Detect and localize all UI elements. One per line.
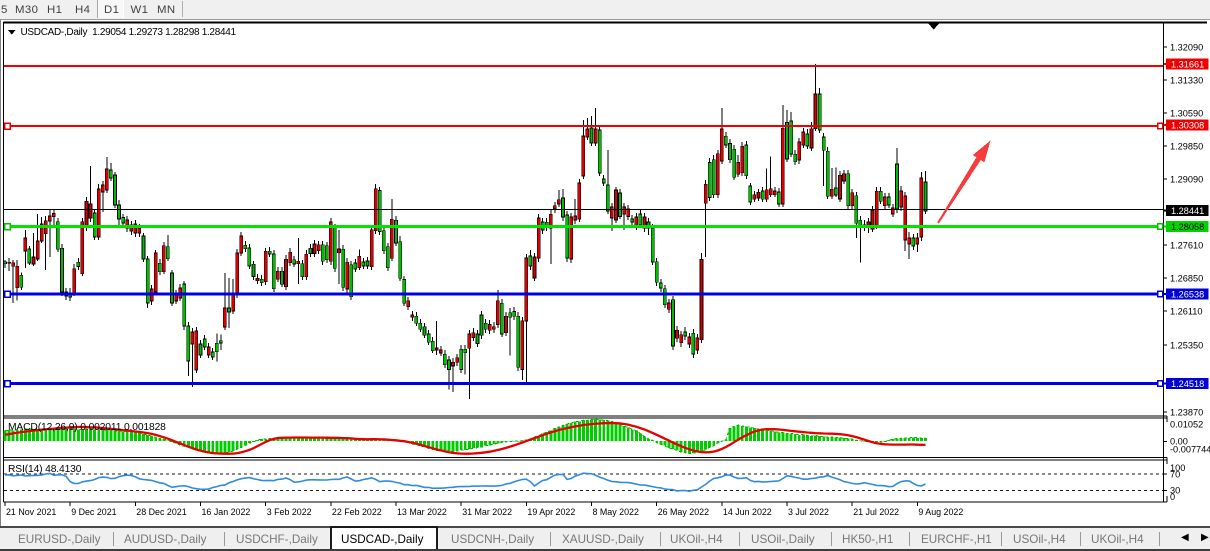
svg-text:0: 0: [1170, 492, 1175, 502]
svg-text:14 Jun 2022: 14 Jun 2022: [723, 507, 772, 517]
svg-text:1.29090: 1.29090: [1170, 175, 1203, 185]
svg-text:31 Mar 2022: 31 Mar 2022: [462, 507, 512, 517]
svg-text:1.31661: 1.31661: [1171, 60, 1204, 70]
svg-text:16 Jan 2022: 16 Jan 2022: [202, 507, 251, 517]
svg-text:1.27610: 1.27610: [1170, 241, 1203, 251]
svg-text:100: 100: [1170, 463, 1185, 473]
svg-text:13 Mar 2022: 13 Mar 2022: [397, 507, 447, 517]
svg-text:1.30308: 1.30308: [1171, 121, 1204, 131]
svg-text:MACD(12,26,9) 0.002011 0.00182: MACD(12,26,9) 0.002011 0.001828: [8, 422, 166, 433]
svg-text:0.01052: 0.01052: [1170, 420, 1203, 430]
svg-text:19 Apr 2022: 19 Apr 2022: [527, 507, 575, 517]
svg-text:9 Aug 2022: 9 Aug 2022: [918, 507, 963, 517]
svg-text:3 Feb 2022: 3 Feb 2022: [267, 507, 312, 517]
svg-text:1.29850: 1.29850: [1170, 142, 1203, 152]
svg-text:8 May 2022: 8 May 2022: [593, 507, 639, 517]
svg-text:1.30590: 1.30590: [1170, 109, 1203, 119]
svg-text:26 May 2022: 26 May 2022: [658, 507, 709, 517]
svg-text:70: 70: [1170, 470, 1180, 480]
svg-text:1.26110: 1.26110: [1170, 307, 1203, 317]
svg-text:1.26538: 1.26538: [1171, 290, 1204, 300]
svg-text:0.00: 0.00: [1170, 437, 1188, 447]
svg-text:1.26850: 1.26850: [1170, 274, 1203, 284]
svg-text:21 Nov 2021: 21 Nov 2021: [6, 507, 56, 517]
svg-text:1.28441: 1.28441: [1171, 206, 1204, 216]
svg-text:30: 30: [1170, 486, 1180, 496]
svg-text:1.32090: 1.32090: [1170, 43, 1203, 53]
svg-text:1.24518: 1.24518: [1171, 379, 1204, 389]
svg-text:1.31330: 1.31330: [1170, 76, 1203, 86]
svg-text:9 Dec 2021: 9 Dec 2021: [71, 507, 116, 517]
svg-text:1.23870: 1.23870: [1170, 408, 1203, 418]
svg-text:22 Feb 2022: 22 Feb 2022: [332, 507, 382, 517]
svg-text:RSI(14) 48.4130: RSI(14) 48.4130: [8, 464, 82, 475]
svg-text:USDCAD-,Daily 1.29054 1.29273: USDCAD-,Daily 1.29054 1.29273 1.28298 1.…: [21, 27, 237, 38]
svg-text:1.25350: 1.25350: [1170, 341, 1203, 351]
svg-text:28 Dec 2021: 28 Dec 2021: [136, 507, 186, 517]
svg-text:-0.0077449: -0.0077449: [1170, 445, 1210, 455]
svg-text:3 Jul 2022: 3 Jul 2022: [788, 507, 829, 517]
svg-text:1.28058: 1.28058: [1171, 222, 1204, 232]
svg-text:21 Jul 2022: 21 Jul 2022: [853, 507, 899, 517]
